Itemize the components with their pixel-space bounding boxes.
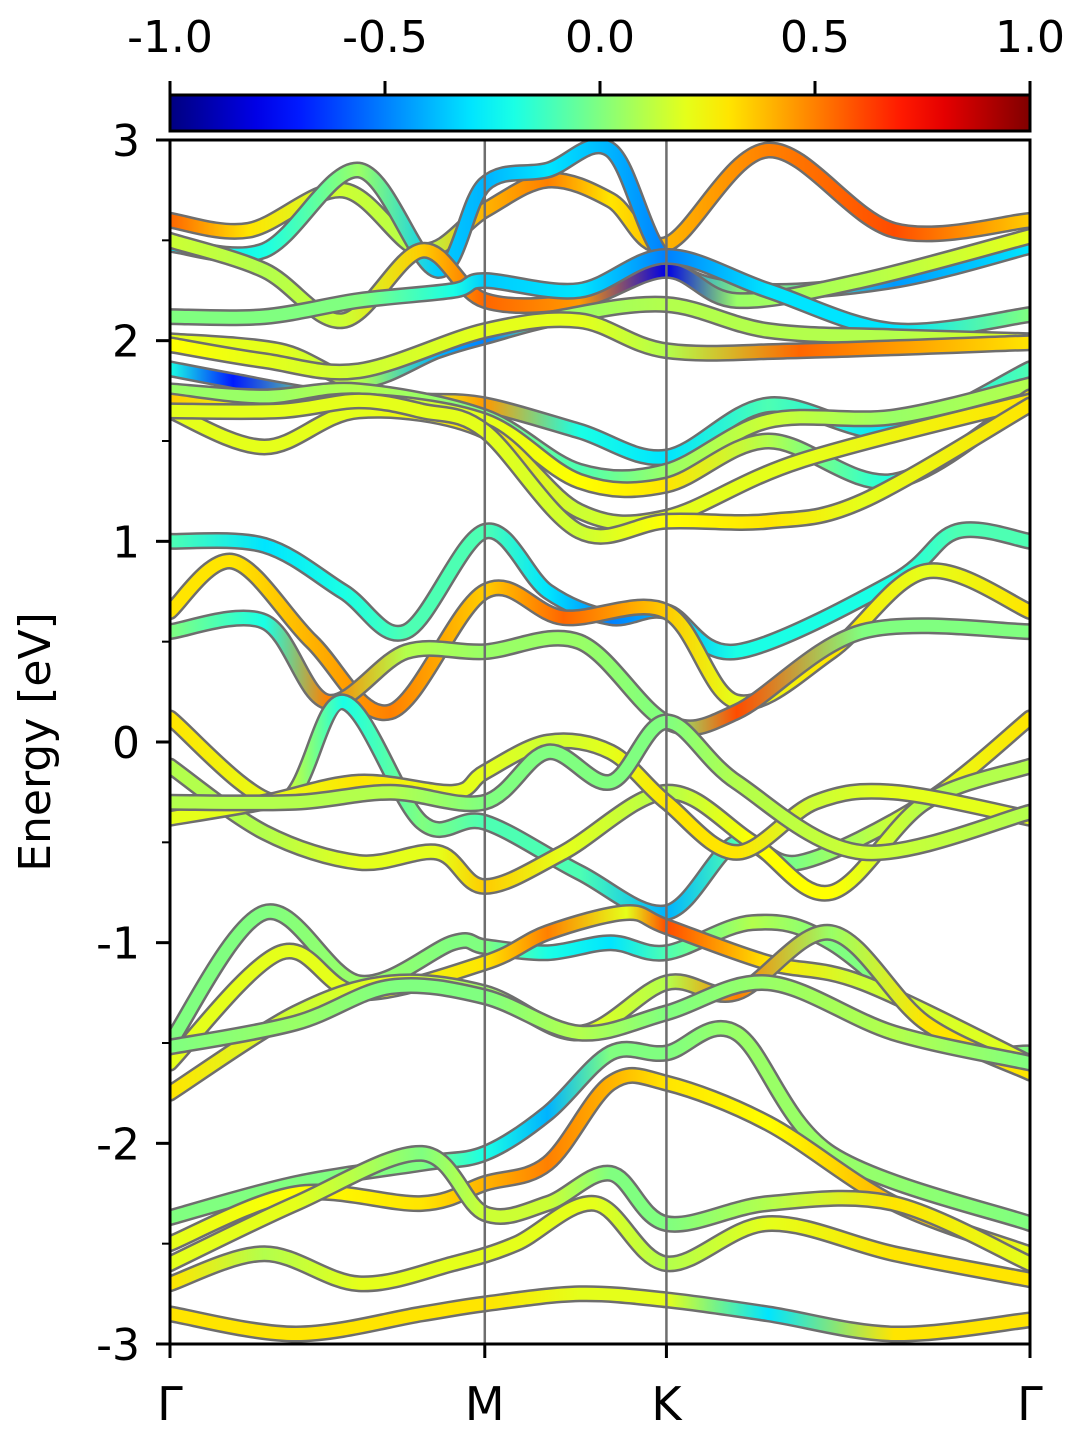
band-line [170,904,1030,1072]
band-line-fill [170,378,1030,484]
band-line-fill [170,144,1030,257]
band-line [170,609,1030,737]
colorbar-tick-label: -1.0 [127,12,213,63]
y-tick-label: -3 [96,1320,140,1371]
colorbar-tick-label: 0.0 [565,12,635,63]
band-line-fill [170,906,1030,1070]
band-line-fill [170,715,1030,859]
band-line-fill [170,394,1030,543]
band-line-fill [170,905,1030,1061]
band-line [170,732,1030,861]
band-line [170,924,1030,1102]
band-line-fill [170,313,1030,379]
band-line-fill [170,734,1030,859]
band-line [170,392,1030,532]
x-tick-label: Γ [157,1377,183,1431]
band-line [170,974,1030,1072]
high-symmetry-lines [483,140,668,1344]
band-line-fill [170,926,1030,1100]
band-line-fill [170,394,1030,529]
band-lines [170,140,1030,1343]
band-line [170,757,1030,902]
band-line-fill [170,1147,1030,1270]
x-tick-label: M [465,1377,505,1431]
band-line-fill [170,1069,1030,1260]
band-line-fill [170,1197,1030,1290]
band-line [170,552,1030,722]
band-line [170,141,1030,259]
colorbar-tick-label: 0.5 [780,12,850,63]
band-line-fill [170,976,1030,1070]
band-line [170,247,1030,340]
band-line [170,1285,1030,1343]
band-line [170,376,1030,487]
band-line-fill [170,250,1030,338]
plot-axes: 3 2 1 0 -1 -2 -3 Γ M K Γ [96,116,1043,1431]
y-tick-label: 1 [112,517,140,568]
x-tick-label: Γ [1017,1377,1043,1431]
y-tick-label: -1 [96,919,140,970]
x-tick-label: K [651,1377,683,1431]
colorbar: -1.0 -0.5 0.0 0.5 1.0 [127,12,1065,133]
band-line [170,903,1030,1063]
colorbar-gradient [168,93,1032,133]
band-line [170,311,1030,381]
band-line-fill [170,612,1030,734]
band-line [170,1144,1030,1273]
band-line [170,392,1030,545]
y-tick-label: -2 [96,1119,140,1170]
y-tick-label: 0 [112,718,140,769]
band-line-fill [170,1287,1030,1341]
band-line [170,1194,1030,1293]
colorbar-tick-label: 1.0 [995,12,1065,63]
colorbar-tick-label: -0.5 [342,12,428,63]
y-tick-label: 2 [112,317,140,368]
band-line-fill [170,760,1030,900]
y-tick-label: 3 [112,116,140,167]
band-line-fill [170,555,1030,719]
band-line [170,1066,1030,1263]
y-axis-label: Energy [eV] [10,612,61,872]
band-line [170,713,1030,862]
